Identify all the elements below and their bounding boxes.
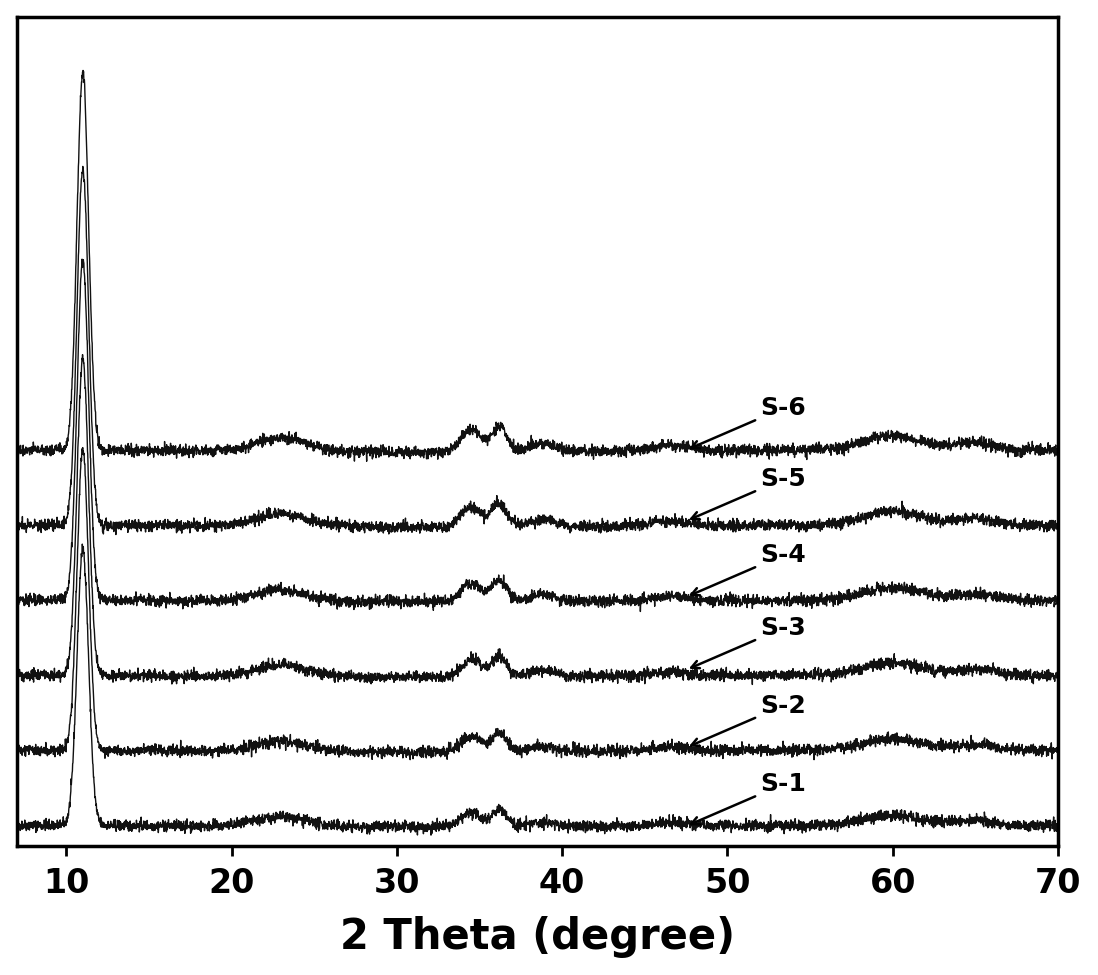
Text: S-5: S-5 [692,467,806,520]
Text: S-6: S-6 [692,396,806,448]
Text: S-4: S-4 [692,543,806,596]
Text: S-3: S-3 [692,616,806,668]
Text: S-2: S-2 [692,693,806,746]
X-axis label: 2 Theta (degree): 2 Theta (degree) [339,916,735,958]
Text: S-1: S-1 [692,772,806,825]
